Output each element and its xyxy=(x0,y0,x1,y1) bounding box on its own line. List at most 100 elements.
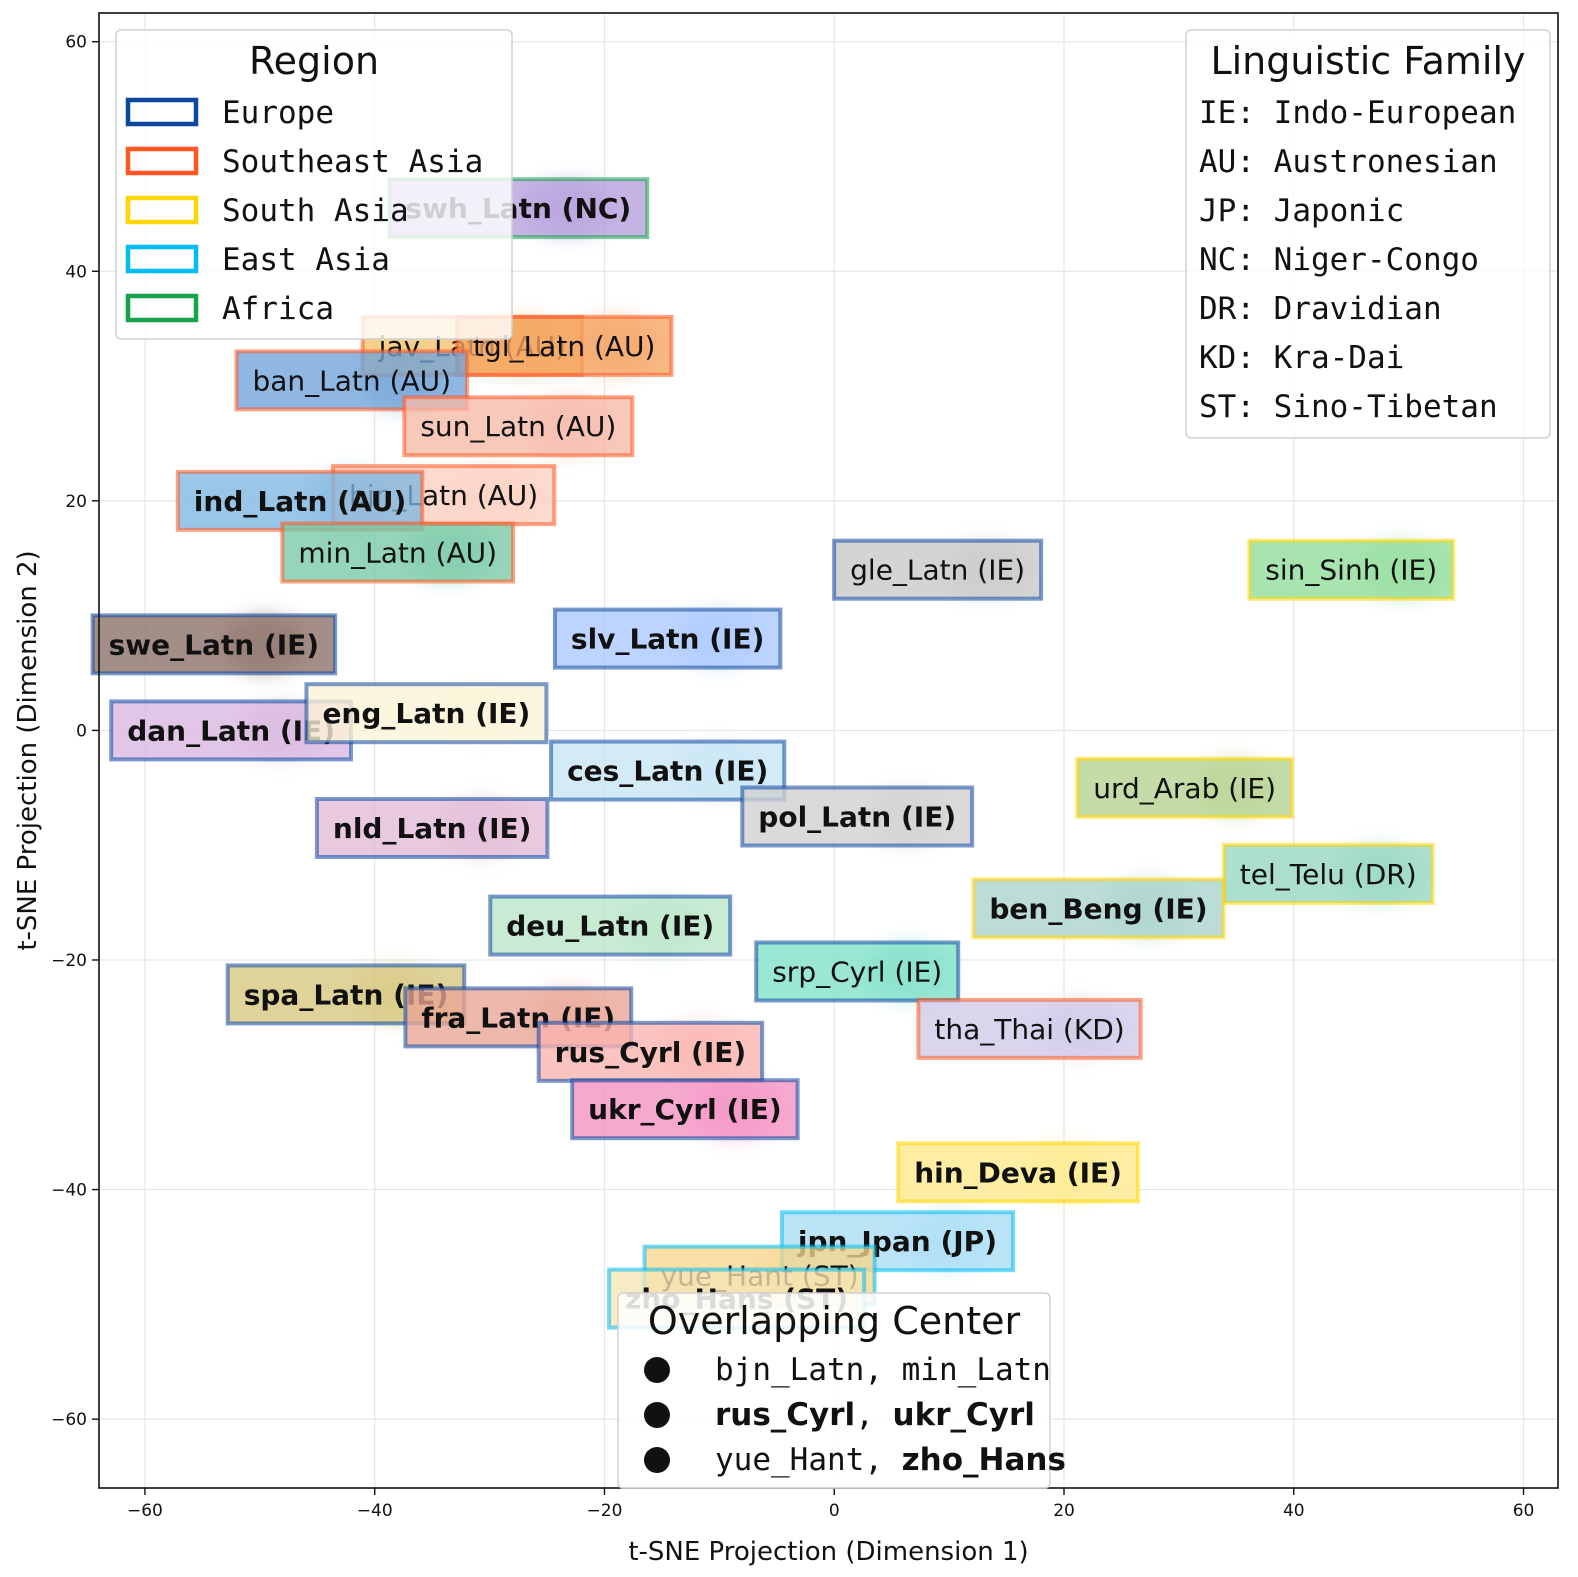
label-box-ben-beng xyxy=(971,877,1226,940)
label-ind-latn: ind_Latn (AU) xyxy=(175,469,425,532)
legend-swatch-east-asia xyxy=(125,244,199,274)
legend-family-title: Linguistic Family xyxy=(1210,39,1525,83)
label-text-dan-latn: dan_Latn (IE) xyxy=(127,714,335,747)
x-axis-title: t-SNE Projection (Dimension 1) xyxy=(628,1537,1028,1567)
label-box-ukr-cyrl xyxy=(570,1078,800,1141)
legend-overlap-segment: , xyxy=(864,1352,901,1388)
label-text-ban-latn: ban_Latn (AU) xyxy=(252,364,451,397)
label-min-latn: min_Latn (AU) xyxy=(280,521,516,584)
label-text-ukr-cyrl: ukr_Cyrl (IE) xyxy=(588,1093,781,1126)
legend-family-entry-kd: KD: Kra-Dai xyxy=(1199,340,1404,376)
label-nld-latn: nld_Latn (IE) xyxy=(314,796,550,859)
y-tick-label: 0 xyxy=(76,721,87,741)
legend-swatch-europe xyxy=(125,97,199,127)
label-box-deu-latn xyxy=(488,894,733,957)
legend-overlap-entry: bjn_Latn, min_Latn xyxy=(715,1352,1051,1388)
label-text-deu-latn: deu_Latn (IE) xyxy=(506,910,714,943)
label-eng-latn: eng_Latn (IE) xyxy=(304,682,549,745)
label-text-eng-latn: eng_Latn (IE) xyxy=(322,697,530,730)
label-urd-arab: urd_Arab (IE) xyxy=(1075,756,1295,819)
label-tel-telu: tel_Telu (DR) xyxy=(1221,842,1435,905)
label-text-srp-cyrl: srp_Cyrl (IE) xyxy=(772,955,942,988)
label-ukr-cyrl: ukr_Cyrl (IE) xyxy=(570,1078,800,1141)
legend-family-entry-dr: DR: Dravidian xyxy=(1199,291,1442,327)
language-labels: swh_Latn (NC)jav_Latn (AU)tgl_Latn (AU)b… xyxy=(90,177,1456,1330)
label-box-tel-telu xyxy=(1221,842,1435,905)
y-axis-title: t-SNE Projection (Dimension 2) xyxy=(13,550,43,950)
label-box-swe-latn xyxy=(90,613,338,676)
y-tick-label: −60 xyxy=(51,1410,87,1430)
label-deu-latn: deu_Latn (IE) xyxy=(488,894,733,957)
legend-region: Region Europe Southeast Asia South Asia East… xyxy=(115,29,513,340)
label-box-tha-thai xyxy=(916,997,1143,1060)
legend-overlap-entry: rus_Cyrl, ukr_Cyrl xyxy=(715,1397,1035,1433)
label-swe-latn: swe_Latn (IE) xyxy=(90,613,338,676)
x-tick-label: 60 xyxy=(1513,1501,1535,1521)
label-text-ben-beng: ben_Beng (IE) xyxy=(989,892,1207,925)
x-tick-label: 0 xyxy=(829,1501,840,1521)
label-rus-cyrl: rus_Cyrl (IE) xyxy=(536,1020,765,1083)
legend-overlap-marker xyxy=(644,1402,670,1428)
label-box-min-latn xyxy=(280,521,516,584)
label-text-rus-cyrl: rus_Cyrl (IE) xyxy=(555,1036,747,1069)
legend-label-europe: Europe xyxy=(222,95,334,131)
label-text-pol-latn: pol_Latn (IE) xyxy=(758,801,956,834)
label-dan-latn: dan_Latn (IE) xyxy=(109,699,354,762)
label-text-sun-latn: sun_Latn (AU) xyxy=(420,410,616,443)
legend-family-entry-ie: IE: Indo-European xyxy=(1199,95,1516,131)
label-text-sin-sinh: sin_Sinh (IE) xyxy=(1265,554,1437,587)
legend-label-south-asia: South Asia xyxy=(222,193,409,229)
label-srp-cyrl: srp_Cyrl (IE) xyxy=(754,940,961,1003)
legend-overlap-marker xyxy=(644,1447,670,1473)
label-text-ind-latn: ind_Latn (AU) xyxy=(194,485,407,518)
label-text-ces-latn: ces_Latn (IE) xyxy=(567,755,768,788)
legend-overlap-entry: yue_Hant, zho_Hans xyxy=(715,1442,1066,1478)
label-text-slv-latn: slv_Latn (IE) xyxy=(571,623,764,656)
label-text-tel-telu: tel_Telu (DR) xyxy=(1240,858,1417,891)
legend-region-frame xyxy=(115,29,513,340)
label-box-sin-sinh xyxy=(1247,538,1456,601)
legend-family-entry-jp: JP: Japonic xyxy=(1199,193,1404,229)
legend-family-entry-nc: NC: Niger-Congo xyxy=(1199,242,1479,278)
legend-swatch-africa xyxy=(125,293,199,323)
label-text-hin-deva: hin_Deva (IE) xyxy=(914,1156,1122,1189)
legend-family-frame xyxy=(1185,29,1551,439)
axes: −60 −40 −20 0 20 40 60 −60 −40 −20 0 20 40 60 t-SNE Pr… xyxy=(13,12,1559,1567)
legend-region-title: Region xyxy=(249,39,379,83)
label-box-gle-latn xyxy=(832,538,1044,601)
label-box-urd-arab xyxy=(1075,756,1295,819)
legend-label-east-asia: East Asia xyxy=(222,242,390,278)
legend-overlap-segment: min_Latn xyxy=(902,1352,1051,1388)
label-hin-deva: hin_Deva (IE) xyxy=(896,1141,1140,1204)
legend-swatch-southeast-asia xyxy=(125,146,199,176)
label-text-gle-latn: gle_Latn (IE) xyxy=(850,554,1025,587)
label-box-slv-latn xyxy=(552,607,783,670)
label-gle-latn: gle_Latn (IE) xyxy=(832,538,1044,601)
legend-swatch-south-asia xyxy=(125,195,199,225)
label-text-min-latn: min_Latn (AU) xyxy=(298,536,497,569)
label-sin-sinh: sin_Sinh (IE) xyxy=(1247,538,1456,601)
label-tha-thai: tha_Thai (KD) xyxy=(916,997,1143,1060)
label-pol-latn: pol_Latn (IE) xyxy=(740,785,975,848)
legend-label-africa: Africa xyxy=(222,291,334,327)
label-slv-latn: slv_Latn (IE) xyxy=(552,607,783,670)
label-ben-beng: ben_Beng (IE) xyxy=(971,877,1226,940)
legend-overlap: Overlapping Center bjn_Latn, min_Latn rus_… xyxy=(617,1292,1066,1489)
y-tick-label: −40 xyxy=(51,1181,87,1201)
legend-overlap-segment: ukr_Cyrl xyxy=(893,1397,1035,1433)
label-text-urd-arab: urd_Arab (IE) xyxy=(1093,772,1276,805)
y-tick-label: 40 xyxy=(65,262,87,282)
legend-family: Linguistic Family IE: Indo-European AU: Au… xyxy=(1185,29,1551,439)
label-box-srp-cyrl xyxy=(754,940,961,1003)
label-text-tha-thai: tha_Thai (KD) xyxy=(934,1013,1124,1046)
x-tick-label: −40 xyxy=(357,1501,393,1521)
legend-overlap-title: Overlapping Center xyxy=(648,1299,1021,1343)
label-sun-latn: sun_Latn (AU) xyxy=(402,395,635,458)
legend-label-southeast-asia: Southeast Asia xyxy=(222,144,483,180)
legend-overlap-segment: zho_Hans xyxy=(902,1442,1066,1478)
legend-overlap-segment: yue_Hant xyxy=(715,1442,864,1478)
y-tick-label: 60 xyxy=(65,33,87,53)
y-tick-label: −20 xyxy=(51,951,87,971)
label-box-hin-deva xyxy=(896,1141,1140,1204)
